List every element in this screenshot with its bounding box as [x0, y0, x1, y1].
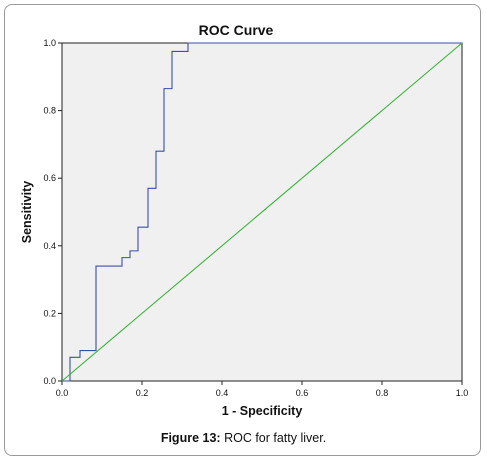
chart-title: ROC Curve	[199, 22, 274, 38]
x-tick-label: 0.6	[296, 388, 309, 398]
figure-caption: Figure 13: ROC for fatty liver.	[0, 431, 487, 445]
y-tick-label: 1.0	[43, 38, 56, 48]
caption-text: ROC for fatty liver.	[224, 431, 327, 445]
y-tick-label: 0.2	[43, 308, 56, 318]
x-tick-label: 0.0	[56, 388, 69, 398]
axis-ticks: 0.0 0.2 0.4 0.6 0.8 1.0 0.0 0.2 0.4 0.6 0.8 1.0	[43, 38, 468, 398]
roc-curve-line	[62, 42, 462, 382]
x-tick-label: 1.0	[456, 388, 469, 398]
series-layer	[61, 42, 463, 382]
x-axis-label: 1 - Specificity	[222, 404, 303, 418]
roc-chart: ROC Curve 1 - Specificity Sensitivity 0.…	[20, 22, 468, 418]
y-axis-label: Sensitivity	[20, 181, 34, 244]
caption-label: Figure 13:	[160, 431, 221, 445]
x-tick-label: 0.4	[216, 388, 229, 398]
y-tick-label: 0.8	[43, 106, 56, 116]
x-tick-label: 0.2	[136, 388, 149, 398]
y-tick-label: 0.4	[43, 241, 56, 251]
y-tick-label: 0.6	[43, 173, 56, 183]
x-tick-label: 0.8	[376, 388, 389, 398]
reference-diagonal-line	[61, 42, 463, 382]
y-tick-label: 0.0	[43, 376, 56, 386]
